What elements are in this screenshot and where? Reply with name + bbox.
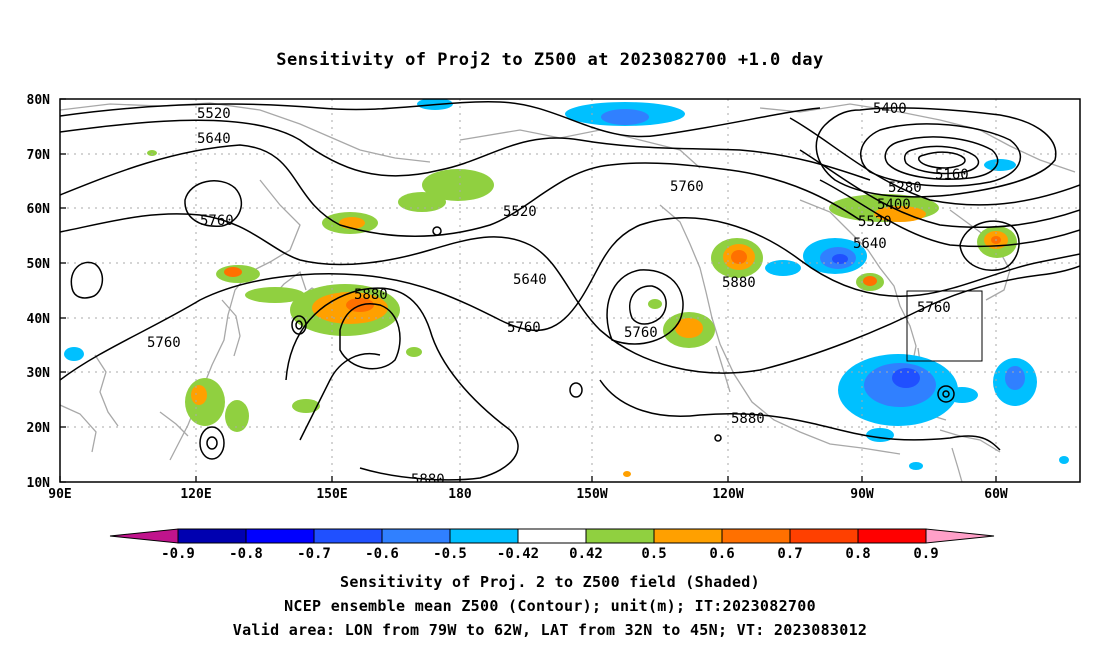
colorbar-tick-label: 0.8: [845, 546, 870, 562]
colorbar-tick-label: 0.7: [777, 546, 802, 562]
lat-label: 10N: [27, 476, 51, 491]
footer-line-1: Sensitivity of Proj. 2 to Z500 field (Sh…: [340, 573, 760, 591]
contour-label: 5400: [873, 101, 907, 117]
lat-label: 70N: [27, 148, 51, 163]
colorbar-tick-label: -0.8: [229, 546, 263, 562]
contour-label: 5640: [513, 272, 547, 288]
colorbar-tick-label: -0.42: [497, 546, 539, 562]
lon-label: 150E: [316, 487, 347, 502]
colorbar-tick-label: 0.5: [641, 546, 666, 562]
lon-label: 120E: [180, 487, 211, 502]
colorbar-tick-label: 0.42: [569, 546, 603, 562]
contour-label: 5640: [197, 131, 231, 147]
colorbar-segment: [177, 528, 247, 544]
colorbar-tick-label: -0.5: [433, 546, 467, 562]
axis-ticks: [59, 98, 997, 483]
colorbar-segment: [245, 528, 315, 544]
colorbar-tick-label: -0.7: [297, 546, 331, 562]
contour-label: 5520: [197, 106, 231, 122]
lat-label: 80N: [27, 93, 51, 108]
colorbar-high-end: [925, 528, 995, 544]
longitude-labels: 90E 120E 150E 180 150W 120W 90W 60W: [48, 487, 1008, 502]
contour-label: 5760: [624, 325, 658, 341]
contour-label: 5760: [507, 320, 541, 336]
latitude-labels: 80N 70N 60N 50N 40N 30N 20N 10N: [27, 93, 51, 491]
colorbar-segment: [857, 528, 927, 544]
contour-label: 5520: [503, 204, 537, 220]
lat-label: 60N: [27, 202, 51, 217]
valid-area-box: [906, 290, 983, 362]
contour-label: 5880: [411, 472, 445, 488]
lon-label: 90E: [48, 487, 71, 502]
footer-line-3: Valid area: LON from 79W to 62W, LAT fro…: [232, 621, 868, 639]
contour-label: 5760: [147, 335, 181, 351]
contour-label: 5880: [354, 287, 388, 303]
contour-label: 5760: [917, 300, 951, 316]
coastlines: [60, 102, 1076, 482]
lat-label: 40N: [27, 312, 51, 327]
colorbar-tick-label: 0.6: [709, 546, 734, 562]
lat-label: 30N: [27, 366, 51, 381]
colorbar-segment: [517, 528, 587, 544]
lon-label: 60W: [984, 487, 1008, 502]
contour-label: 5880: [731, 411, 765, 427]
colorbar-segment: [449, 528, 519, 544]
lon-label: 150W: [576, 487, 607, 502]
colorbar-tick-label: 0.9: [913, 546, 938, 562]
colorbar-segment: [381, 528, 451, 544]
lon-label: 120W: [712, 487, 743, 502]
lon-label: 90W: [850, 487, 874, 502]
colorbar-tick-label: -0.9: [161, 546, 195, 562]
contour-label: 5520: [858, 214, 892, 230]
figure-title: Sensitivity of Proj2 to Z500 at 20230827…: [276, 50, 824, 70]
lon-label: 180: [448, 487, 472, 502]
contour-label: 5760: [200, 213, 234, 229]
colorbar-tick-label: -0.6: [365, 546, 399, 562]
colorbar-low-end: [109, 528, 179, 544]
colorbar-segment: [789, 528, 859, 544]
contour-label: 5400: [877, 197, 911, 213]
contour-label: 5160: [935, 167, 969, 183]
contour-label: 5280: [888, 180, 922, 196]
contour-label: 5640: [853, 236, 887, 252]
colorbar-segment: [653, 528, 723, 544]
contour-label: 5880: [722, 275, 756, 291]
contour-label: 5760: [670, 179, 704, 195]
contour-labels: 5520 5640 5760 5760 5520 5760 5400 5160 …: [147, 101, 969, 488]
colorbar-segment: [313, 528, 383, 544]
lat-label: 20N: [27, 421, 51, 436]
colorbar: -0.9 -0.8 -0.7 -0.6 -0.5 -0.42 0.42 0.5 0.6 0.7 0.…: [109, 528, 995, 562]
footer-line-2: NCEP ensemble mean Z500 (Contour); unit(…: [284, 597, 816, 615]
colorbar-segment: [585, 528, 655, 544]
lat-label: 50N: [27, 257, 51, 272]
colorbar-segment: [721, 528, 791, 544]
plot-frame: [59, 98, 1081, 483]
